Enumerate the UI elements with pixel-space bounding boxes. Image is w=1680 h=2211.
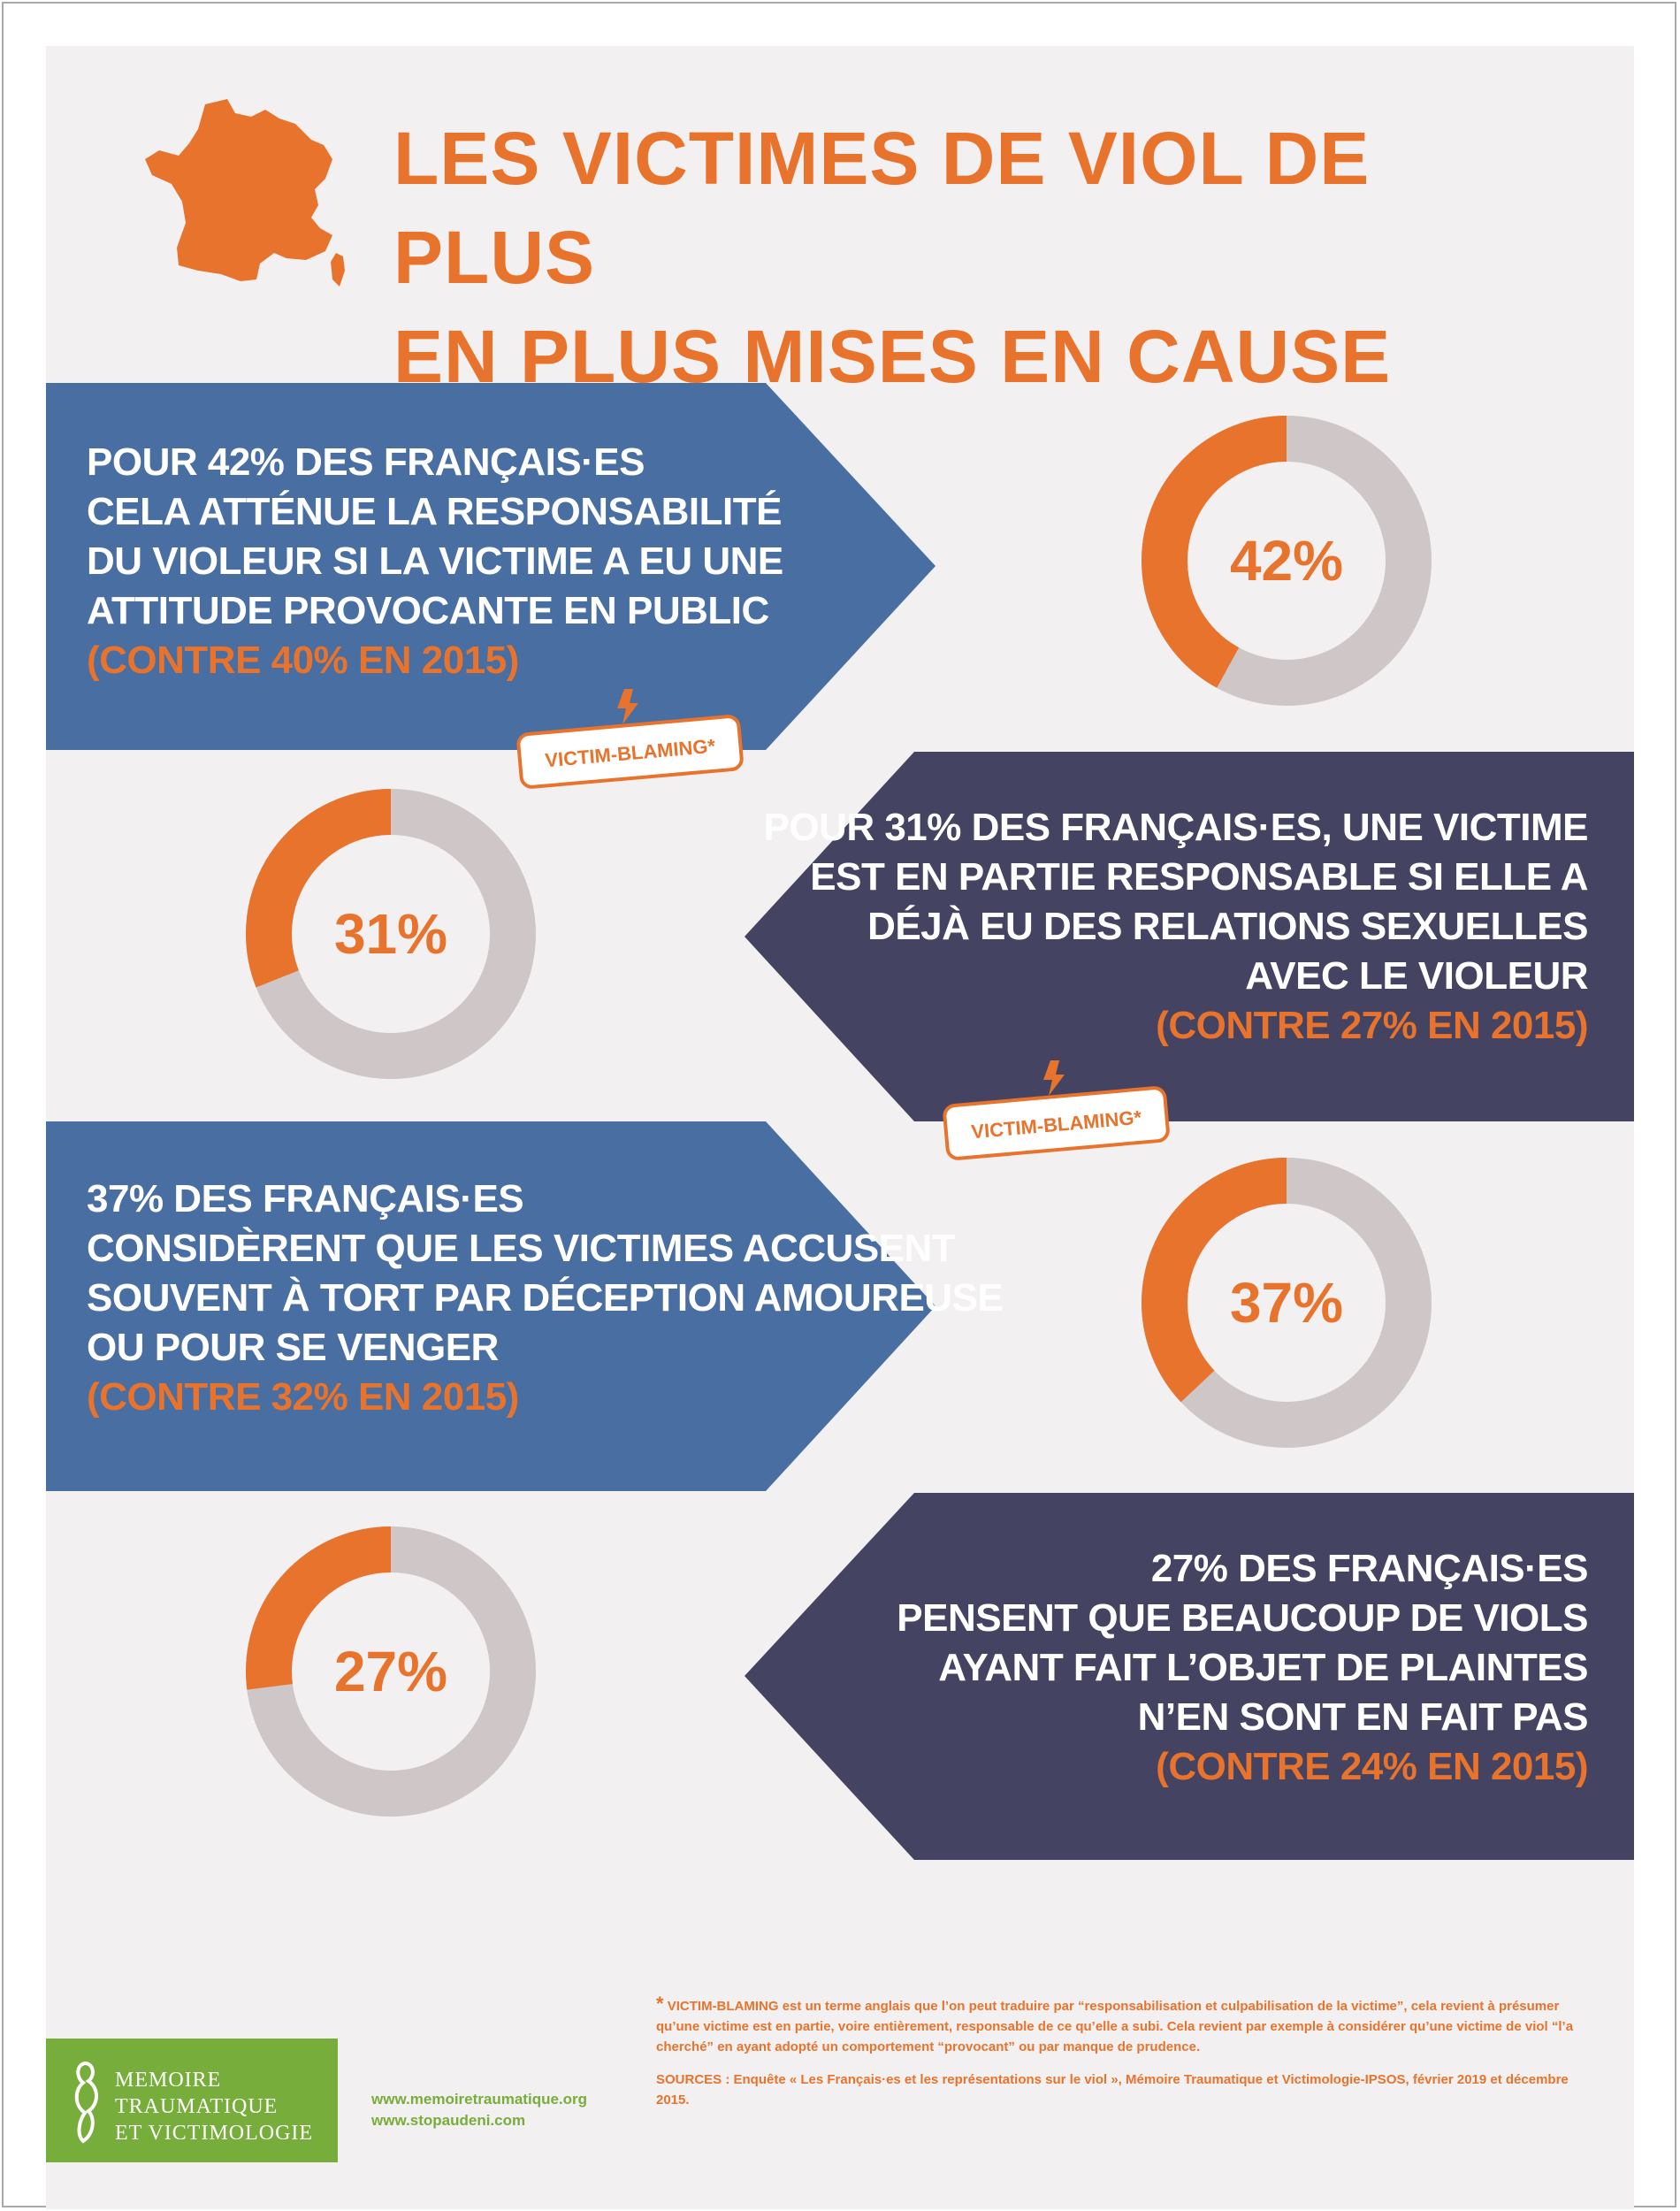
stat-3-line-3: SOUVENT À TORT PAR DÉCEPTION AMOUREUSE	[87, 1276, 1004, 1320]
logo-line-2: TRAUMATIQUE	[115, 2095, 279, 2118]
stat-2-line-1: POUR 31% DES FRANÇAIS·ES, UNE VICTIME	[763, 806, 1588, 849]
link-memoiretraumatique[interactable]: www.memoiretraumatique.org	[371, 2091, 588, 2108]
stat-4-line-2: PENSENT QUE BEAUCOUP DE VIOLS	[897, 1596, 1588, 1640]
donut-3-value-arc	[1142, 1158, 1432, 1448]
stat-3-previous: (CONTRE 32% EN 2015)	[87, 1375, 519, 1419]
footnote: * VICTIM-BLAMING est un terme anglais qu…	[656, 1993, 1576, 2110]
band-shape-4	[745, 1493, 1634, 1860]
donut-4-value-arc	[246, 1526, 536, 1817]
donut-2-value-arc	[246, 789, 536, 1079]
stat-4-line-1: 27% DES FRANÇAIS·ES	[1150, 1547, 1589, 1590]
page-title: LES VICTIMES DE VIOL DE PLUS EN PLUS MIS…	[393, 109, 1543, 406]
stat-1-previous: (CONTRE 40% EN 2015)	[87, 639, 519, 682]
donut-chart-1: 42%	[1142, 416, 1432, 706]
stat-4-line-4: N’EN SONT EN FAIT PAS	[1137, 1695, 1589, 1739]
band-shape-3	[46, 1121, 935, 1491]
footnote-star: *	[656, 1993, 664, 2015]
stat-3-line-2: CONSIDÈRENT QUE LES VICTIMES ACCUSENT	[87, 1227, 956, 1270]
band-shape-2	[745, 752, 1634, 1121]
donut-chart-3: 37%	[1142, 1158, 1432, 1448]
donut-2-label: 31%	[334, 902, 447, 966]
link-stopaudeni[interactable]: www.stopaudeni.com	[371, 2112, 526, 2129]
band-shape-1	[46, 383, 935, 750]
donut-4-label: 27%	[334, 1640, 447, 1703]
sources-text: SOURCES : Enquête « Les Français·es et l…	[656, 2072, 1569, 2108]
stat-4-line-3: AYANT FAIT L’OBJET DE PLAINTES	[938, 1646, 1588, 1689]
stat-text-2: POUR 31% DES FRANÇAIS·ES, UNE VICTIME ES…	[763, 803, 1588, 1051]
donut-3-label: 37%	[1230, 1271, 1343, 1335]
title-line-1: LES VICTIMES DE VIOL DE PLUS	[393, 117, 1371, 299]
stat-text-4: 27% DES FRANÇAIS·ES PENSENT QUE BEAUCOUP…	[897, 1544, 1588, 1792]
stat-2-line-4: AVEC LE VIOLEUR	[1245, 954, 1588, 998]
stat-3-line-1: 37% DES FRANÇAIS·ES	[87, 1177, 524, 1220]
stat-band-1: POUR 42% DES FRANÇAIS·ES CELA ATTÉNUE LA…	[46, 383, 935, 750]
donut-chart-2: 31%	[246, 789, 536, 1079]
logo-line-3: ET VICTIMOLOGIE	[115, 2122, 314, 2145]
victim-blaming-tag-1: VICTIM-BLAMING*	[516, 689, 744, 789]
stat-2-line-2: EST EN PARTIE RESPONSABLE SI ELLE A	[810, 855, 1588, 899]
organization-logo: MEMOIRE TRAUMATIQUE ET VICTIMOLOGIE	[46, 2039, 338, 2162]
stat-band-3: 37% DES FRANÇAIS·ES CONSIDÈRENT QUE LES …	[46, 1121, 1004, 1491]
lightning-icon	[1043, 1060, 1065, 1096]
stat-1-line-2: CELA ATTÉNUE LA RESPONSABILITÉ	[87, 490, 782, 533]
stat-3-line-4: OU POUR SE VENGER	[87, 1326, 499, 1369]
logo-figure-icon	[74, 2061, 98, 2144]
logo-line-1: MEMOIRE	[115, 2069, 222, 2092]
stat-text-1: POUR 42% DES FRANÇAIS·ES CELA ATTÉNUE LA…	[87, 438, 783, 685]
footnote-text: VICTIM-BLAMING est un terme anglais que …	[656, 1999, 1574, 2054]
victim-blaming-tag-2: VICTIM-BLAMING*	[943, 1060, 1170, 1160]
stat-1-line-1: POUR 42% DES FRANÇAIS·ES	[87, 440, 645, 484]
footer-links: www.memoiretraumatique.org www.stopauden…	[371, 2089, 587, 2131]
donut-1-label: 42%	[1230, 529, 1343, 593]
donut-chart-4: 27%	[246, 1526, 536, 1817]
stat-2-line-3: DÉJÀ EU DES RELATIONS SEXUELLES	[867, 905, 1588, 948]
france-map-icon	[145, 99, 345, 287]
stat-band-4: 27% DES FRANÇAIS·ES PENSENT QUE BEAUCOUP…	[745, 1493, 1634, 1860]
stat-band-2: POUR 31% DES FRANÇAIS·ES, UNE VICTIME ES…	[745, 752, 1634, 1121]
donut-1-value-arc	[1142, 416, 1432, 706]
lightning-icon	[617, 689, 638, 724]
logo-text: MEMOIRE TRAUMATIQUE ET VICTIMOLOGIE	[115, 2067, 313, 2146]
stat-text-3: 37% DES FRANÇAIS·ES CONSIDÈRENT QUE LES …	[87, 1174, 1004, 1422]
stat-1-line-3: DU VIOLEUR SI LA VICTIME A EU UNE	[87, 539, 783, 583]
stat-1-line-4: ATTITUDE PROVOCANTE EN PUBLIC	[87, 589, 769, 632]
stat-4-previous: (CONTRE 24% EN 2015)	[1156, 1745, 1588, 1788]
stat-2-previous: (CONTRE 27% EN 2015)	[1156, 1004, 1588, 1047]
